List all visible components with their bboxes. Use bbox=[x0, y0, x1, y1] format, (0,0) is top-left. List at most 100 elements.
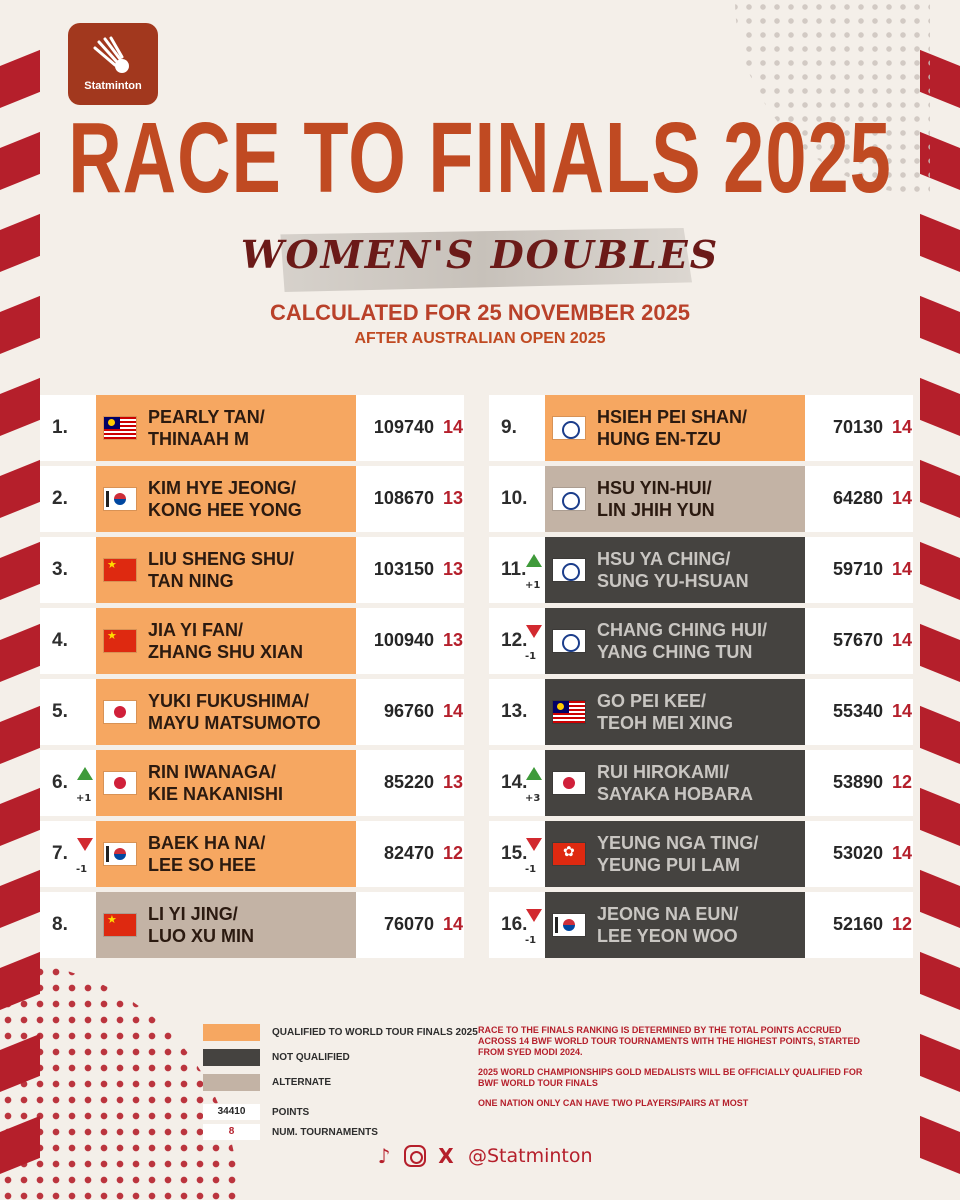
note-world-champions: 2025 WORLD CHAMPIONSHIPS GOLD MEDALISTS … bbox=[478, 1067, 863, 1088]
pair-cell: JIA YI FAN/ZHANG SHU XIAN bbox=[96, 608, 356, 674]
player-1-name: HSU YIN-HUI/ bbox=[597, 478, 712, 498]
pair-cell: HSIEH PEI SHAN/HUNG EN-TZU bbox=[545, 395, 805, 461]
player-2-name: SAYAKA HOBARA bbox=[597, 784, 754, 804]
stripe bbox=[920, 947, 960, 1019]
legend-points: 34410 POINTS bbox=[203, 1102, 478, 1122]
rank-cell: 10. bbox=[489, 466, 545, 532]
legend-tournaments: 8 NUM. TOURNAMENTS bbox=[203, 1122, 478, 1142]
tpe-flag-icon bbox=[553, 417, 585, 439]
rank-change: +1 bbox=[525, 580, 541, 591]
arrow-down-icon bbox=[77, 838, 93, 851]
ranking-row: 8. LI YI JING/LUO XU MIN 76070 14 bbox=[40, 892, 464, 958]
player-1-name: LI YI JING/ bbox=[148, 904, 238, 924]
rank-cell: 2. bbox=[40, 466, 96, 532]
rank-number: 15. bbox=[501, 843, 528, 864]
tournaments-count: 14 bbox=[891, 417, 913, 437]
points-value: 70130 bbox=[832, 417, 883, 437]
pair-names: PEARLY TAN/THINAAH M bbox=[148, 406, 265, 450]
legend-label-alternate: ALTERNATE bbox=[272, 1076, 332, 1088]
player-2-name: LUO XU MIN bbox=[148, 926, 254, 946]
points-value: 64280 bbox=[832, 488, 883, 508]
pair-names: LIU SHENG SHU/TAN NING bbox=[148, 548, 294, 592]
rank-number: 8. bbox=[52, 914, 68, 935]
player-1-name: RUI HIROKAMI/ bbox=[597, 762, 729, 782]
rank-number: 9. bbox=[501, 417, 517, 438]
x-icon[interactable]: X bbox=[438, 1144, 454, 1168]
ranking-row: 2. KIM HYE JEONG/KONG HEE YONG 108670 13 bbox=[40, 466, 464, 532]
player-2-name: SUNG YU-HSUAN bbox=[597, 571, 749, 591]
jp-flag-icon bbox=[104, 701, 136, 723]
player-1-name: JIA YI FAN/ bbox=[148, 620, 244, 640]
arrow-up-icon bbox=[526, 767, 542, 780]
pair-cell: RIN IWANAGA/KIE NAKANISHI bbox=[96, 750, 356, 816]
rank-cell: 13. bbox=[489, 679, 545, 745]
player-1-name: PEARLY TAN/ bbox=[148, 407, 265, 427]
tournaments-count: 14 bbox=[891, 559, 913, 579]
tournaments-count: 12 bbox=[442, 843, 464, 863]
pair-names: JIA YI FAN/ZHANG SHU XIAN bbox=[148, 619, 303, 663]
points-value: 59710 bbox=[832, 559, 883, 579]
ranking-column-right: 9. HSIEH PEI SHAN/HUNG EN-TZU 70130 14 10. HS… bbox=[489, 395, 913, 963]
player-2-name: HUNG EN-TZU bbox=[597, 429, 721, 449]
rank-cell: 5. bbox=[40, 679, 96, 745]
pair-cell: YEUNG NGA TING/YEUNG PUI LAM bbox=[545, 821, 805, 887]
rank-cell: 14. +3 bbox=[489, 750, 545, 816]
rank-number: 1. bbox=[52, 417, 68, 438]
rank-number: 16. bbox=[501, 914, 528, 935]
points-value: 108670 bbox=[373, 488, 434, 508]
stripe bbox=[0, 701, 40, 773]
rank-cell: 1. bbox=[40, 395, 96, 461]
ranking-row: 14. +3 RUI HIROKAMI/SAYAKA HOBARA 53890 12 bbox=[489, 750, 913, 816]
pair-cell: BAEK HA NA/LEE SO HEE bbox=[96, 821, 356, 887]
stripe bbox=[0, 537, 40, 609]
rank-cell: 8. bbox=[40, 892, 96, 958]
rank-number: 11. bbox=[501, 559, 527, 580]
tiktok-icon[interactable]: ♪ bbox=[377, 1144, 391, 1168]
kr-flag-icon bbox=[553, 914, 585, 936]
arrow-down-icon bbox=[526, 625, 542, 638]
ranking-notes: RACE TO THE FINALS RANKING IS DETERMINED… bbox=[478, 1025, 870, 1118]
arrow-up-icon bbox=[526, 554, 542, 567]
player-1-name: KIM HYE JEONG/ bbox=[148, 478, 297, 498]
player-1-name: BAEK HA NA/ bbox=[148, 833, 266, 853]
ranking-row: 11. +1 HSU YA CHING/SUNG YU-HSUAN 59710 14 bbox=[489, 537, 913, 603]
legend-tournaments-sample: 8 bbox=[203, 1124, 260, 1140]
pair-cell: CHANG CHING HUI/YANG CHING TUN bbox=[545, 608, 805, 674]
player-2-name: LIN JHIH YUN bbox=[597, 500, 715, 520]
stripe bbox=[920, 865, 960, 937]
ranking-row: 4. JIA YI FAN/ZHANG SHU XIAN 100940 13 bbox=[40, 608, 464, 674]
rank-cell: 7. -1 bbox=[40, 821, 96, 887]
rank-number: 14. bbox=[501, 772, 528, 793]
stripe bbox=[920, 701, 960, 773]
tournaments-count: 13 bbox=[442, 772, 464, 792]
player-2-name: THINAAH M bbox=[148, 429, 249, 449]
stripe bbox=[920, 455, 960, 527]
tournaments-count: 14 bbox=[891, 843, 913, 863]
instagram-icon[interactable] bbox=[404, 1145, 426, 1167]
points-value: 76070 bbox=[383, 914, 434, 934]
rank-cell: 15. -1 bbox=[489, 821, 545, 887]
pair-cell: RUI HIROKAMI/SAYAKA HOBARA bbox=[545, 750, 805, 816]
social-handle[interactable]: @Statminton bbox=[468, 1145, 593, 1167]
tpe-flag-icon bbox=[553, 559, 585, 581]
rank-number: 12. bbox=[501, 630, 528, 651]
ranking-row: 1. PEARLY TAN/THINAAH M 109740 14 bbox=[40, 395, 464, 461]
legend: QUALIFIED TO WORLD TOUR FINALS 2025 NOT … bbox=[203, 1022, 478, 1147]
player-2-name: MAYU MATSUMOTO bbox=[148, 713, 321, 733]
rank-cell: 6. +1 bbox=[40, 750, 96, 816]
rank-cell: 16. -1 bbox=[489, 892, 545, 958]
pair-names: KIM HYE JEONG/KONG HEE YONG bbox=[148, 477, 302, 521]
player-2-name: ZHANG SHU XIAN bbox=[148, 642, 304, 662]
arrow-down-icon bbox=[526, 909, 542, 922]
rank-number: 7. bbox=[52, 843, 68, 864]
ranking-row: 12. -1 CHANG CHING HUI/YANG CHING TUN 57670… bbox=[489, 608, 913, 674]
player-1-name: HSIEH PEI SHAN/ bbox=[597, 407, 748, 427]
player-1-name: HSU YA CHING/ bbox=[597, 549, 731, 569]
arrow-up-icon bbox=[77, 767, 93, 780]
points-value: 103150 bbox=[373, 559, 434, 579]
page-title: RACE TO FINALS 2025 bbox=[68, 101, 892, 214]
kr-flag-icon bbox=[104, 488, 136, 510]
cn-flag-icon bbox=[104, 630, 136, 652]
rank-cell: 3. bbox=[40, 537, 96, 603]
points-value: 96760 bbox=[383, 701, 434, 721]
